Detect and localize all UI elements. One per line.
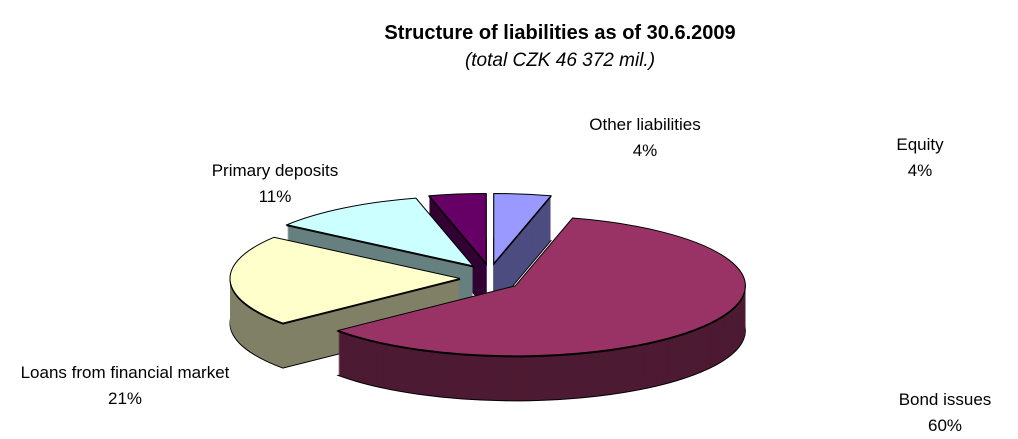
slice-label: Loans from financial market 21% [0, 360, 250, 412]
slice [428, 193, 487, 265]
slice [493, 193, 552, 265]
slice-label-value: 21% [107, 389, 143, 408]
slice-label: Primary deposits 11% [190, 158, 360, 210]
slice-label-name: Loans from financial market [20, 363, 230, 382]
slice [285, 197, 475, 267]
slice-label-value: 60% [927, 416, 963, 435]
slice [336, 217, 746, 357]
slice-label-name: Primary deposits [211, 161, 339, 180]
slice [229, 236, 461, 324]
slice-label: Bond issues 60% [860, 387, 1018, 439]
slice-label-name: Bond issues [898, 390, 992, 409]
slice-label-value: 4% [632, 141, 658, 160]
slice-label-name: Equity [896, 135, 944, 154]
slice-label: Equity 4% [860, 132, 980, 184]
slice-label-name: Other liabilities [589, 115, 701, 134]
slice-label: Other liabilities 4% [560, 112, 730, 164]
chart-subtitle: (total CZK 46 372 mil.) [464, 50, 656, 71]
slice-label-value: 11% [258, 187, 292, 206]
chart-title: Structure of liabilities as of 30.6.2009 [384, 22, 736, 44]
slice-label-value: 4% [907, 161, 933, 180]
